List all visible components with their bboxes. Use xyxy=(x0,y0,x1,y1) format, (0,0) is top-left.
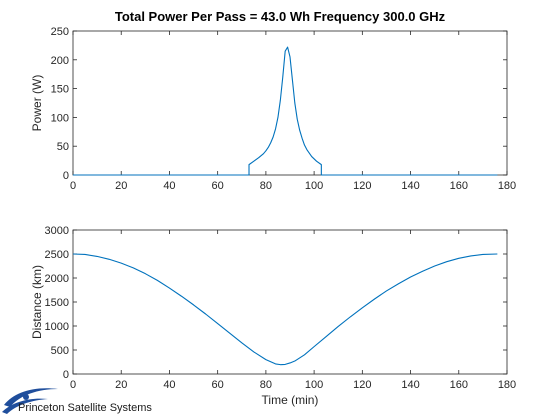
distance-x-tick-label: 0 xyxy=(70,379,76,391)
distance-y-tick-label: 2500 xyxy=(45,249,69,261)
distance-x-tick-label: 40 xyxy=(163,379,175,391)
brand-name: Princeton Satellite Systems xyxy=(18,402,152,414)
power-y-tick-label: 200 xyxy=(51,55,69,67)
distance-plot: 0 20 40 60 80 100 120 140 160 180 0 500 1000 1500 2000… xyxy=(30,225,516,407)
distance-x-tick-label: 140 xyxy=(401,379,419,391)
distance-y-tick-label: 3000 xyxy=(45,225,69,237)
distance-x-tick-label: 180 xyxy=(498,379,516,391)
power-y-tick-label: 150 xyxy=(51,84,69,96)
figure-title: Total Power Per Pass = 43.0 Wh Frequency… xyxy=(115,9,446,24)
power-x-tick-label: 0 xyxy=(70,180,76,192)
swoosh-logo-icon xyxy=(2,388,58,414)
power-x-tick-label: 160 xyxy=(450,180,468,192)
distance-y-tick-label: 1500 xyxy=(45,297,69,309)
power-y-tick-label: 0 xyxy=(63,170,69,182)
power-y-axis-label: Power (W) xyxy=(30,75,44,132)
distance-y-tick-label: 500 xyxy=(51,345,69,357)
distance-x-axis-label: Time (min) xyxy=(262,393,319,407)
power-plot: 0 20 40 60 80 100 120 140 160 180 0 50 100 150 200 250 P… xyxy=(30,26,516,192)
distance-axes-box xyxy=(72,229,508,375)
distance-y-tick-label: 2000 xyxy=(45,273,69,285)
power-axes-box xyxy=(72,30,508,176)
power-y-tick-label: 250 xyxy=(51,26,69,38)
distance-x-tick-label: 20 xyxy=(115,379,127,391)
power-x-tick-label: 180 xyxy=(498,180,516,192)
brand-logo: Princeton Satellite Systems xyxy=(2,388,152,414)
power-x-tick-label: 100 xyxy=(305,180,323,192)
power-x-tick-label: 140 xyxy=(401,180,419,192)
power-x-tick-label: 80 xyxy=(260,180,272,192)
power-y-tick-label: 100 xyxy=(51,112,69,124)
power-x-tick-label: 120 xyxy=(353,180,371,192)
distance-y-tick-label: 1000 xyxy=(45,321,69,333)
power-series-line xyxy=(73,46,498,176)
distance-x-tick-label: 60 xyxy=(212,379,224,391)
distance-x-tick-label: 120 xyxy=(353,379,371,391)
power-x-tick-label: 60 xyxy=(212,180,224,192)
distance-x-tick-label: 100 xyxy=(305,379,323,391)
distance-y-axis-label: Distance (km) xyxy=(30,265,44,339)
power-x-tick-label: 20 xyxy=(115,180,127,192)
distance-x-tick-label: 80 xyxy=(260,379,272,391)
distance-y-tick-label: 0 xyxy=(63,369,69,381)
power-y-tick-label: 50 xyxy=(57,141,69,153)
distance-x-tick-label: 160 xyxy=(450,379,468,391)
distance-series-line xyxy=(72,253,498,366)
power-x-tick-label: 40 xyxy=(163,180,175,192)
